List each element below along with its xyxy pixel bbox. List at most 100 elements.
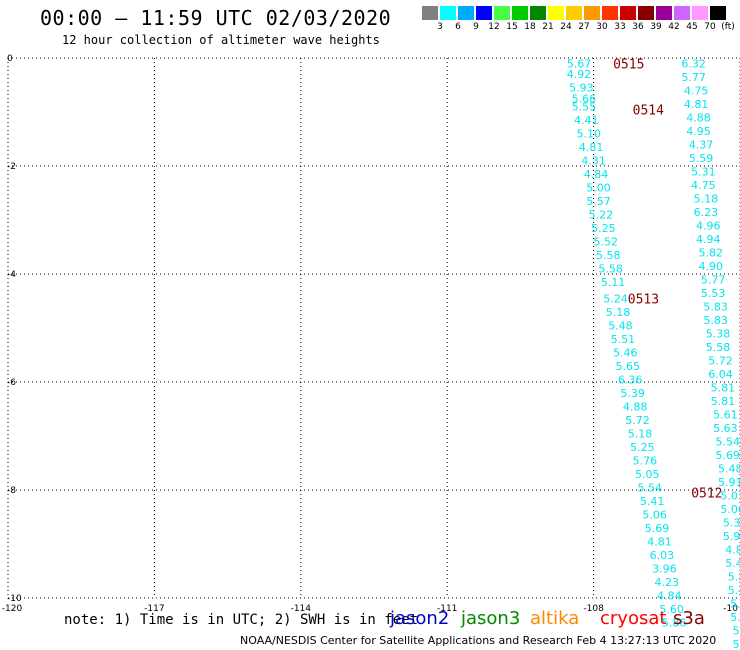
colorbar-swatch <box>584 6 600 20</box>
legend-altika: altika <box>530 608 580 629</box>
colorbar-swatch <box>422 6 438 20</box>
legend-jason2: jason2 <box>390 608 450 629</box>
data-label: 5.72 <box>708 354 733 367</box>
x-tick-label: -108 <box>583 604 604 614</box>
colorbar-label: 24 <box>560 22 572 32</box>
y-tick-label: -6 <box>7 378 16 388</box>
data-label: 5.48 <box>718 462 740 475</box>
data-label: 5.63 <box>713 422 738 435</box>
x-tick-label: -10 <box>723 604 738 614</box>
data-label: 4.23 <box>655 576 680 589</box>
data-label: 5.05 <box>635 468 660 481</box>
data-label: 4.75 <box>684 84 709 97</box>
data-label: 4.41 <box>574 114 599 127</box>
data-label: 5.07 <box>720 489 740 502</box>
colorbar-swatch <box>656 6 672 20</box>
data-label: 4.88 <box>623 400 648 413</box>
data-label: 5.18 <box>628 427 653 440</box>
data-label: 5.83 <box>703 300 728 313</box>
data-label: 4.88 <box>686 111 711 124</box>
colorbar-label: 6 <box>455 22 461 32</box>
data-label: 5.90 <box>723 530 740 543</box>
data-label: 5.00 <box>586 182 611 195</box>
y-tick-label: -4 <box>7 270 16 280</box>
data-label: 5.55 <box>572 101 597 114</box>
data-label: 5.48 <box>608 319 633 332</box>
data-label: 5.93 <box>569 82 594 95</box>
colorbar-label: 15 <box>506 22 518 32</box>
colorbar-label: 3 <box>437 22 443 32</box>
x-tick-label: -114 <box>291 604 312 614</box>
colorbar-swatch <box>566 6 582 20</box>
data-label: 5.86 <box>662 616 687 629</box>
y-tick-label: -2 <box>7 162 16 172</box>
colorbar-label: 12 <box>488 22 500 32</box>
colorbar-swatch <box>548 6 564 20</box>
data-label: 5.54 <box>716 435 740 448</box>
colorbar-swatch <box>494 6 510 20</box>
data-label: 5.11 <box>601 276 626 289</box>
data-label: 4.81 <box>647 535 672 548</box>
data-label: 4.94 <box>696 233 721 246</box>
data-label: 5.38 <box>723 516 740 529</box>
data-label: 5.57 <box>586 195 611 208</box>
data-label: 5.24 <box>603 292 628 305</box>
y-tick-label: 0 <box>7 54 13 64</box>
data-label: 5.10 <box>576 128 601 141</box>
data-label: 4.31 <box>581 155 606 168</box>
data-label: 5.77 <box>681 71 706 84</box>
data-label: 4.84 <box>584 168 609 181</box>
data-label: 5.53 <box>701 287 726 300</box>
data-label: 4.37 <box>689 138 714 151</box>
data-label: 3.96 <box>652 562 677 575</box>
data-label: 5.18 <box>694 192 719 205</box>
colorbar-label: 9 <box>473 22 479 32</box>
data-label: 5.46 <box>613 346 638 359</box>
data-label: 5.18 <box>606 306 631 319</box>
data-label: 5.52 <box>594 236 619 249</box>
colorbar-label: 70 <box>704 22 716 32</box>
data-label: 5.69 <box>716 449 740 462</box>
data-label: 6.03 <box>650 549 675 562</box>
data-label: 4.96 <box>696 219 721 232</box>
data-label: 6.32 <box>681 57 706 70</box>
data-label: 4.75 <box>691 179 716 192</box>
data-label: 4.81 <box>579 141 604 154</box>
chart-subtitle: 12 hour collection of altimeter wave hei… <box>62 33 380 47</box>
colorbar-label: 42 <box>668 22 680 32</box>
data-label: 5.81 <box>711 395 736 408</box>
colorbar-swatch <box>602 6 618 20</box>
colorbar-label: 30 <box>596 22 608 32</box>
time-label: 0514 <box>633 103 664 118</box>
data-label: 5.22 <box>589 209 614 222</box>
data-label: 5.40 <box>725 557 740 570</box>
colorbar-swatch <box>638 6 654 20</box>
colorbar-label: 39 <box>650 22 662 32</box>
colorbar-swatch <box>458 6 474 20</box>
x-tick-label: -117 <box>144 604 164 614</box>
colorbar-swatch <box>674 6 690 20</box>
data-label: 5.91 <box>718 476 740 489</box>
colorbar-label: 21 <box>542 22 554 32</box>
x-tick-label: -111 <box>437 604 457 614</box>
data-label: 5.51 <box>611 333 636 346</box>
data-label: 6.36 <box>618 373 643 386</box>
colorbar-label: 36 <box>632 22 644 32</box>
data-label: 6.04 <box>708 368 733 381</box>
data-label: 5.72 <box>625 414 650 427</box>
chart-title: 00:00 – 11:59 UTC 02/03/2020 <box>40 6 392 30</box>
colorbar-label: (ft) <box>721 22 735 32</box>
data-label: 4.95 <box>686 125 711 138</box>
legend-cryosat: cryosat <box>600 608 667 629</box>
data-label: 5.06 <box>642 508 667 521</box>
legend-jason3: jason3 <box>461 608 521 629</box>
data-label: 5.31 <box>691 165 716 178</box>
colorbar-swatch <box>512 6 528 20</box>
data-label: 5.41 <box>640 495 665 508</box>
y-tick-label: -10 <box>7 594 22 604</box>
data-label: 5.38 <box>706 327 731 340</box>
colorbar-label: 18 <box>524 22 536 32</box>
data-label: 5.54 <box>637 481 662 494</box>
data-label: 5.58 <box>706 341 731 354</box>
